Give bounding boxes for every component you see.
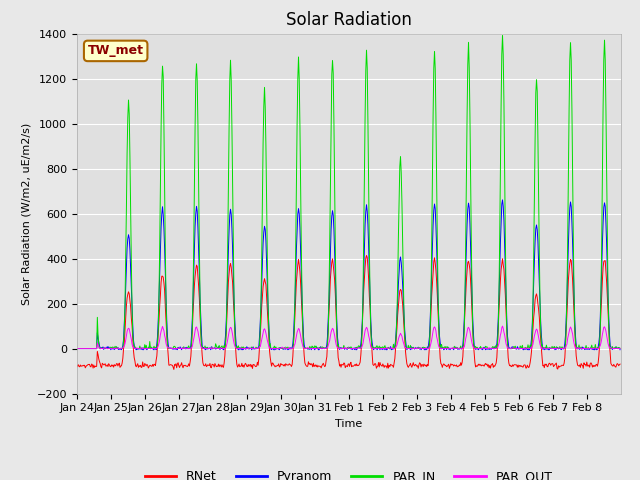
Legend: RNet, Pyranom, PAR_IN, PAR_OUT: RNet, Pyranom, PAR_IN, PAR_OUT <box>140 465 557 480</box>
RNet <box>285 362 292 368</box>
PAR_OUT <box>264 337 271 343</box>
Pyranom <box>107 347 115 353</box>
PAR_OUT <box>616 346 624 351</box>
PAR_IN <box>616 346 624 351</box>
PAR_IN <box>73 346 81 351</box>
PAR_OUT <box>284 346 292 351</box>
PAR_IN <box>435 324 443 330</box>
Pyranom <box>616 347 624 353</box>
RNet <box>237 363 245 369</box>
PAR_IN <box>137 346 145 351</box>
PAR_IN <box>284 344 292 350</box>
RNet <box>73 364 81 370</box>
Line: RNet: RNet <box>77 255 620 370</box>
Pyranom <box>499 197 506 203</box>
Text: TW_met: TW_met <box>88 44 144 58</box>
RNet <box>363 252 371 258</box>
RNet <box>170 367 178 372</box>
Line: PAR_OUT: PAR_OUT <box>77 326 620 348</box>
Line: PAR_IN: PAR_IN <box>77 36 620 348</box>
PAR_OUT <box>435 344 443 349</box>
PAR_OUT <box>137 346 145 351</box>
PAR_OUT <box>73 346 81 351</box>
Pyranom <box>237 347 245 353</box>
RNet <box>436 356 444 361</box>
RNet <box>137 362 145 368</box>
PAR_IN <box>499 33 506 38</box>
X-axis label: Time: Time <box>335 419 362 429</box>
PAR_OUT <box>237 345 244 351</box>
PAR_IN <box>264 256 271 262</box>
PAR_IN <box>404 342 412 348</box>
Pyranom <box>405 345 413 351</box>
PAR_OUT <box>404 346 412 351</box>
RNet <box>406 362 413 368</box>
Pyranom <box>138 347 145 352</box>
PAR_IN <box>237 346 244 351</box>
Pyranom <box>73 346 81 351</box>
Pyranom <box>285 347 292 352</box>
RNet <box>616 361 624 367</box>
Pyranom <box>264 303 272 309</box>
Y-axis label: Solar Radiation (W/m2, uE/m2/s): Solar Radiation (W/m2, uE/m2/s) <box>21 122 31 305</box>
Line: Pyranom: Pyranom <box>77 200 620 350</box>
Pyranom <box>436 333 444 338</box>
Title: Solar Radiation: Solar Radiation <box>286 11 412 29</box>
RNet <box>264 320 272 325</box>
PAR_OUT <box>499 323 506 329</box>
